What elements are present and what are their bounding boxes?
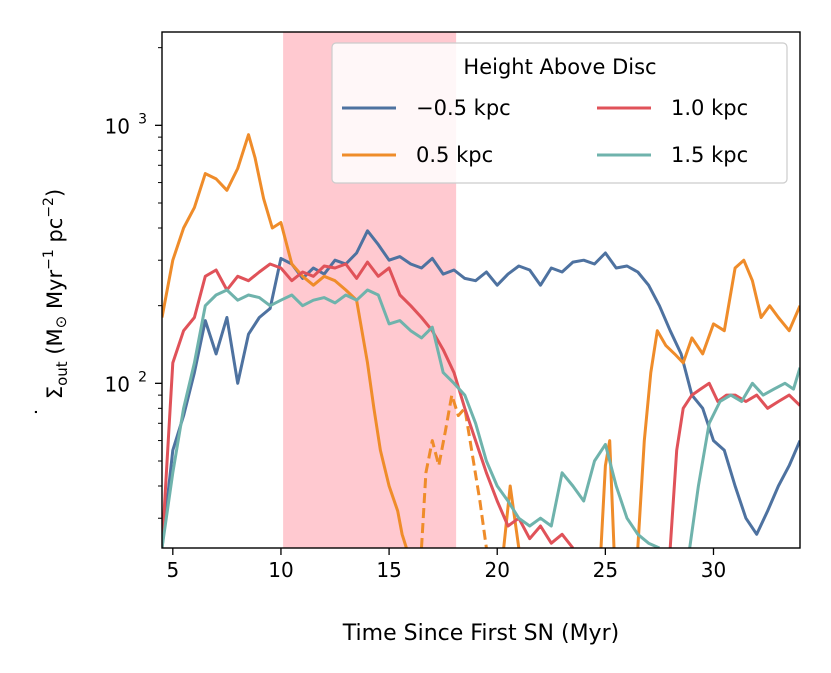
y-axis-label-sub: out <box>53 361 71 386</box>
legend-label: 1.0 kpc <box>671 96 748 120</box>
legend-label: 0.5 kpc <box>416 143 493 167</box>
series-line-segment <box>420 393 488 548</box>
y-axis-label-units-b: Myr <box>43 270 67 316</box>
legend-label: −0.5 kpc <box>416 96 511 120</box>
y-axis-label-exp-a: −1 <box>41 249 57 270</box>
y-tick-exponent: 2 <box>138 369 147 385</box>
series-line-1-0-kpc <box>162 260 575 548</box>
x-tick-label: 30 <box>701 558 726 582</box>
series-layer <box>162 133 800 548</box>
legend-title: Height Above Disc <box>463 55 656 79</box>
x-tick-label: 20 <box>484 558 509 582</box>
y-tick-label: 10 <box>105 372 130 396</box>
y-tick-exponent: 3 <box>138 111 147 127</box>
y-axis-ticks: 10 2 10 3 <box>105 47 162 519</box>
series-line-segment <box>688 367 800 548</box>
x-tick-label: 15 <box>376 558 401 582</box>
y-axis-label-sun: ⊙ <box>52 316 70 329</box>
x-tick-label: 5 <box>166 558 179 582</box>
y-axis-label-symbol: Σ <box>43 386 67 399</box>
x-axis-label: Time Since First SN (Myr) <box>342 621 619 646</box>
legend-box <box>331 42 788 184</box>
x-tick-label: 10 <box>268 558 293 582</box>
series-line-0-5-kpc <box>162 133 408 548</box>
series-line-segment <box>668 381 800 548</box>
x-axis-ticks: 5 10 15 20 25 30 <box>166 548 726 582</box>
y-axis-label-units-d: ) <box>43 189 67 197</box>
series-line-0-5-kpc <box>162 229 800 548</box>
series-line-segment <box>502 484 521 548</box>
series-line-1-5-kpc <box>162 288 661 548</box>
y-axis-label: Σout (M⊙ Myr−1 pc−2) <box>41 189 71 399</box>
y-axis-label-units-c: pc <box>43 218 67 250</box>
y-tick-label: 10 <box>105 114 130 138</box>
legend: Height Above Disc −0.5 kpc 0.5 kpc 1.0 kpc… <box>331 42 788 184</box>
y-axis-label-exp-b: −2 <box>41 197 57 218</box>
series-line-segment <box>636 258 800 548</box>
x-tick-label: 25 <box>593 558 618 582</box>
plot-frame <box>161 31 801 549</box>
y-axis-label-dot: ˙ <box>32 407 56 418</box>
y-axis-label-units-a: (M <box>43 328 67 361</box>
legend-label: 1.5 kpc <box>671 143 748 167</box>
